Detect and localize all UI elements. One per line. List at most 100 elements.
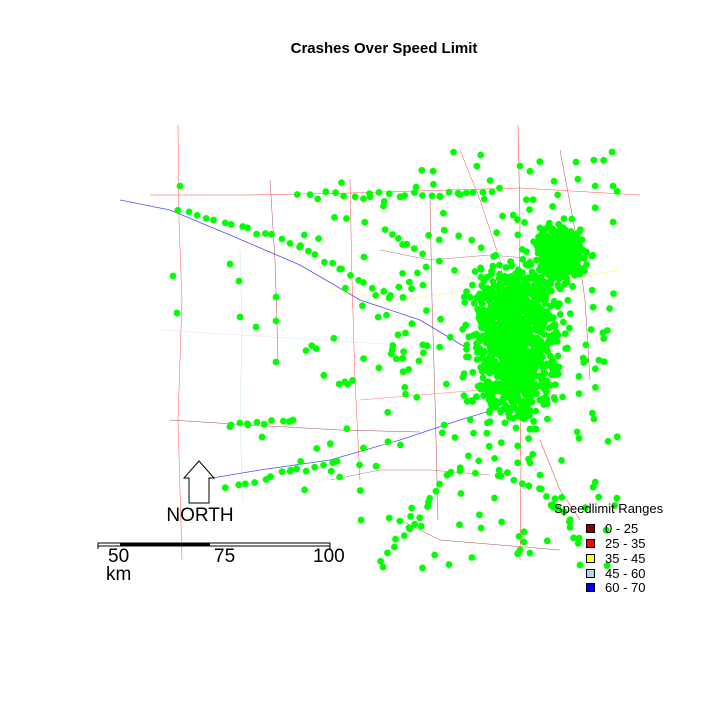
crash-point [582,341,590,349]
crash-point [392,355,400,363]
crash-point [176,182,184,190]
crash-point [389,231,396,238]
crash-point [302,467,310,475]
crash-point [589,409,596,417]
crash-point [312,345,320,352]
crash-point [485,332,493,340]
legend-item: 45 - 60 [586,566,645,581]
crash-point [460,293,468,301]
crash-point [547,287,555,295]
crash-point [571,271,579,279]
crash-point [374,313,382,321]
crash-point [399,293,407,301]
crash-point [575,251,583,259]
crash-point [477,524,485,532]
legend-swatch [586,538,595,548]
crash-point [413,393,421,401]
crash-point [529,313,536,321]
road-segment [429,199,439,521]
crash-point [244,224,251,232]
crash-point [497,314,505,322]
crash-point [591,478,599,486]
crash-point [445,561,453,568]
crash-point [431,551,439,559]
crash-point [445,188,453,196]
crash-point [561,330,569,338]
crash-point [462,321,470,329]
crash-point [202,215,210,222]
crash-point [525,455,532,463]
crash-point [600,335,608,342]
crash-point [469,368,477,376]
road-segment [159,329,401,346]
crash-point [401,384,409,391]
crash-point [536,471,544,479]
crash-point [480,195,488,203]
crash-point [384,438,392,446]
crash-point [475,309,483,317]
crash-point [503,336,511,344]
crash-point [465,452,472,460]
crash-point [523,308,531,315]
crash-point [385,514,393,522]
crash-point [537,338,545,346]
crash-point [360,253,368,261]
crash-point [610,290,617,297]
crash-point [357,516,365,524]
crash-point [559,233,567,241]
crash-point [440,421,448,429]
road-segment [269,179,279,361]
crash-point [556,311,564,318]
crash-point [566,518,573,526]
crash-point [428,192,436,200]
crash-point [477,244,485,252]
crash-point [566,523,574,531]
crash-point [399,368,407,376]
crash-point [523,296,530,303]
crash-point [547,302,554,310]
scale-tick-label: 75 [214,546,236,567]
crash-point [526,274,534,282]
crash-point [472,469,479,477]
crash-point [530,374,538,381]
crash-point [468,236,476,244]
crash-point [537,485,545,493]
crash-point [505,302,513,310]
crash-point [366,193,374,201]
crash-point [544,415,551,423]
crash-point [588,252,596,260]
crash-point [314,195,322,203]
crash-point [401,192,408,200]
crash-point [423,307,430,314]
crash-point [543,537,551,545]
crash-point [575,372,583,380]
crash-point [461,299,469,306]
crash-point [419,341,427,349]
crash-point [576,228,583,235]
crash-point [419,281,427,289]
crash-point [494,472,502,479]
crash-point [496,306,504,314]
crash-point [545,219,553,227]
crash-point [492,251,499,259]
crash-point [591,365,599,373]
crash-point [539,249,547,256]
crash-point [609,218,617,226]
crash-point [494,322,502,330]
crash-point [525,435,532,442]
crash-point [555,246,563,254]
crash-point [451,434,459,441]
crash-point [552,381,559,388]
crash-point [494,301,501,308]
crash-point [489,262,497,270]
crash-point [483,273,491,281]
crash-point [459,373,467,381]
crash-point [402,390,409,398]
crash-point [438,429,446,437]
crash-point [578,236,586,244]
crash-point [533,280,540,287]
crash-point [511,316,518,323]
north-arrow-icon [182,460,216,504]
crash-point [330,334,338,342]
crash-point [338,179,345,187]
